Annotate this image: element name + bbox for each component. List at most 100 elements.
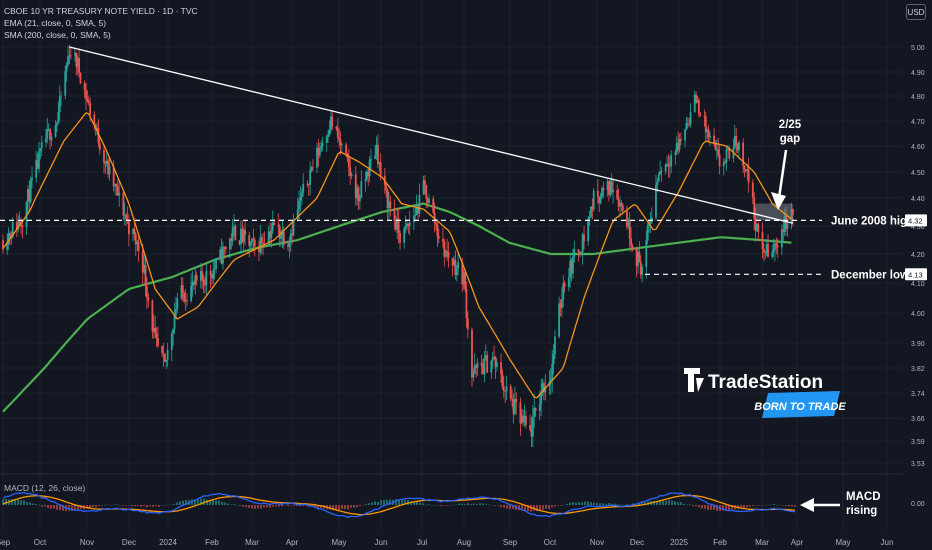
candle-body — [162, 352, 165, 354]
macd-histogram-bar — [389, 499, 391, 505]
candle-body — [310, 167, 313, 171]
candle-body — [385, 185, 388, 191]
candle-body — [727, 148, 729, 150]
macd-histogram-bar — [605, 503, 607, 505]
macd-histogram-bar — [482, 503, 484, 505]
candle-body — [20, 224, 22, 226]
macd-histogram-bar — [182, 500, 184, 505]
macd-histogram-bar — [5, 498, 7, 505]
macd-histogram-bar — [674, 501, 676, 505]
candle-body — [714, 144, 717, 150]
time-tick: Jul — [417, 538, 427, 547]
candle-body — [258, 246, 260, 253]
candle-body — [50, 136, 53, 141]
candle-body — [404, 226, 407, 229]
candle-body — [378, 162, 381, 165]
candle-body — [397, 218, 400, 234]
candle-body — [253, 239, 256, 247]
candle-body — [289, 233, 292, 243]
macd-histogram-bar — [62, 505, 64, 511]
candle-body — [15, 222, 18, 230]
brand-tagline-badge — [762, 391, 840, 418]
price-tick: 4.70 — [911, 119, 925, 126]
macd-histogram-bar — [428, 504, 430, 505]
candle-body — [374, 155, 377, 159]
currency-button[interactable]: USD — [906, 4, 926, 20]
price-tick: 4.60 — [911, 144, 925, 151]
time-axis[interactable]: Sep Oct Nov Dec 2024 Feb Mar Apr May Jun Jul Aug Sep… — [0, 538, 893, 547]
candle-body — [78, 57, 80, 73]
macd-histogram-bar — [155, 505, 157, 507]
macd-histogram-bar — [791, 505, 793, 507]
candle-body — [717, 149, 720, 155]
candle-body — [262, 242, 264, 244]
macd-histogram-bar — [665, 500, 667, 505]
candle-body — [67, 56, 69, 66]
candle-body — [767, 244, 769, 258]
candle-body — [21, 225, 24, 228]
candle-body — [656, 181, 659, 185]
candle-body — [646, 225, 649, 241]
macd-histogram-bar — [662, 500, 664, 505]
candle-body — [336, 128, 339, 138]
macd-histogram-bar — [167, 504, 169, 506]
macd-histogram-bar — [302, 505, 304, 506]
candle-body — [219, 249, 222, 259]
macd-histogram-bar — [440, 505, 442, 507]
macd-histogram-bar — [119, 505, 121, 506]
candle-body — [260, 237, 263, 243]
candle-body — [513, 398, 516, 414]
gap-label: gap — [780, 133, 800, 145]
time-tick: Nov — [590, 538, 604, 547]
candle-body — [320, 146, 323, 149]
macd-histogram-bar — [512, 505, 514, 509]
candle-body — [567, 277, 570, 287]
candle-body — [403, 228, 406, 243]
macd-rising-label: rising — [846, 505, 877, 517]
candle-body — [560, 299, 563, 309]
price-axis[interactable]: 5.00 4.90 4.80 4.70 4.60 4.50 4.40 4.30 4.20 4.10… — [905, 45, 927, 508]
price-tick: 4.40 — [911, 196, 925, 203]
candle-body — [670, 154, 673, 167]
candle-body — [549, 378, 552, 382]
candle-body — [306, 183, 309, 185]
candle-body — [725, 149, 728, 163]
tradestation-mark-accent — [696, 378, 704, 392]
macd-histogram-bar — [692, 505, 694, 507]
time-tick: Oct — [544, 538, 557, 547]
candle-body — [89, 102, 92, 115]
candle-body — [695, 94, 697, 103]
candle-body — [522, 415, 525, 422]
candle-body — [278, 225, 281, 239]
candle-body — [446, 250, 448, 252]
macd-histogram-bar — [365, 503, 367, 505]
candle-body — [104, 162, 107, 164]
candle-body — [583, 234, 585, 242]
macd-histogram-bar — [98, 505, 100, 507]
candle-body — [533, 408, 536, 417]
candle-body — [491, 356, 494, 361]
legend-sma: SMA (200, close, 0, SMA, 5) — [4, 30, 111, 40]
macd-histogram-bar — [497, 505, 499, 506]
macd-histogram-bar — [185, 500, 187, 505]
macd-histogram-bar — [338, 505, 340, 511]
candle-body — [115, 183, 118, 187]
candle-body — [347, 158, 350, 168]
candle-body — [552, 354, 555, 364]
candle-body — [184, 300, 187, 302]
candle-body — [244, 229, 246, 236]
macd-histogram-bar — [563, 504, 565, 506]
candle-body — [619, 202, 621, 207]
candle-body — [541, 383, 544, 393]
candle-body — [107, 160, 110, 175]
candle-body — [240, 228, 242, 245]
macd-histogram-bar — [224, 502, 226, 505]
candle-body — [388, 201, 390, 209]
candle-body — [630, 238, 632, 246]
macd-histogram-bar — [491, 505, 493, 506]
macd-histogram-bar — [128, 504, 130, 506]
candle-body — [180, 285, 183, 299]
candle-body — [175, 308, 177, 316]
candle-body — [325, 136, 328, 143]
